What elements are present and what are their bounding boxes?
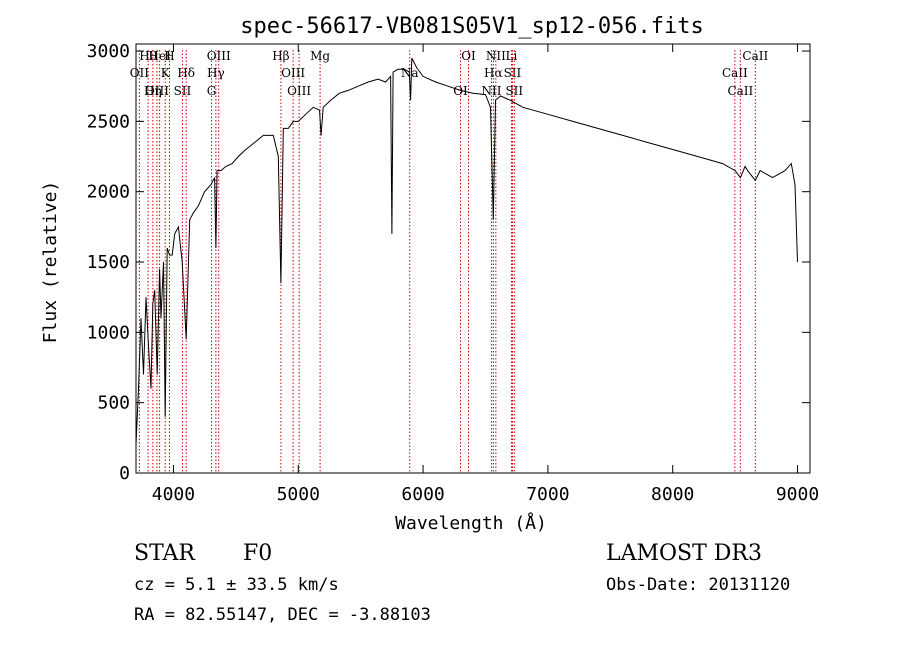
line-label: SII: [504, 66, 522, 80]
line-label: OIII: [281, 66, 305, 80]
line-label: NII: [486, 49, 506, 63]
x-tick-label: 9000: [776, 484, 819, 505]
x-tick-label: 8000: [651, 484, 694, 505]
plot-frame: [135, 43, 811, 474]
line-label: SII: [505, 84, 523, 98]
x-tick-label: 6000: [401, 484, 444, 505]
redshift-text: cz = 5.1 ± 33.5 km/s: [134, 575, 339, 595]
line-label: Hθ: [139, 49, 157, 63]
line-label: Hβ: [272, 49, 289, 63]
line-label: HeI: [148, 49, 171, 63]
spectral-subclass: F0: [243, 541, 272, 566]
chart-title: spec-56617-VB081S05V1_sp12-056.fits: [240, 14, 704, 39]
line-label: OI: [453, 84, 468, 98]
line-label: Hα: [484, 66, 503, 80]
y-tick-label: 500: [97, 393, 130, 414]
line-label: Mg: [310, 49, 330, 63]
line-label: NII: [481, 84, 501, 98]
line-label: Hδ: [177, 66, 195, 80]
survey-label: LAMOST DR3: [606, 541, 762, 566]
line-label: OIII: [145, 84, 169, 98]
x-tick-label: 7000: [526, 484, 569, 505]
line-label: Hη: [144, 84, 162, 98]
line-label: OII: [130, 66, 150, 80]
emission-line-markers: Hθ OII OIII HeI K Hη HHδ SII OIII Hγ G Hβ OIII OIII Mg…: [130, 49, 768, 473]
x-tick-label: 4000: [152, 484, 195, 505]
line-label: Hγ: [207, 66, 225, 80]
line-label: CaII: [722, 66, 748, 80]
line-label: K: [161, 66, 171, 80]
y-tick-label: 3000: [87, 41, 130, 62]
line-label: G: [207, 84, 217, 98]
x-axis-label: Wavelength (Å): [395, 512, 547, 534]
y-tick-label: 2000: [87, 182, 130, 203]
x-axis-ticks: 4000 5000 6000 7000 8000 9000: [152, 44, 819, 505]
y-axis-ticks: 0 500 1000 1500 2000 2500 3000: [87, 41, 810, 484]
y-tick-label: 1000: [87, 322, 130, 343]
coordinates-text: RA = 82.55147, DEC = -3.88103: [134, 605, 431, 625]
line-label: OI: [461, 49, 476, 63]
y-axis-label: Flux (relative): [40, 181, 61, 344]
y-tick-label: 0: [119, 463, 130, 484]
y-tick-label: 1500: [87, 252, 130, 273]
object-class: STAR: [134, 541, 196, 566]
line-label: CaII: [727, 84, 753, 98]
y-tick-label: 2500: [87, 111, 130, 132]
x-tick-label: 5000: [277, 484, 320, 505]
spectrum-line: [135, 57, 798, 445]
line-label: H: [164, 49, 174, 63]
line-label: OIII: [207, 49, 231, 63]
line-label: Li: [506, 49, 518, 63]
line-label: SII: [174, 84, 192, 98]
line-label: OIII: [287, 84, 311, 98]
obs-date-text: Obs-Date: 20131120: [606, 575, 790, 595]
line-label: CaII: [742, 49, 768, 63]
